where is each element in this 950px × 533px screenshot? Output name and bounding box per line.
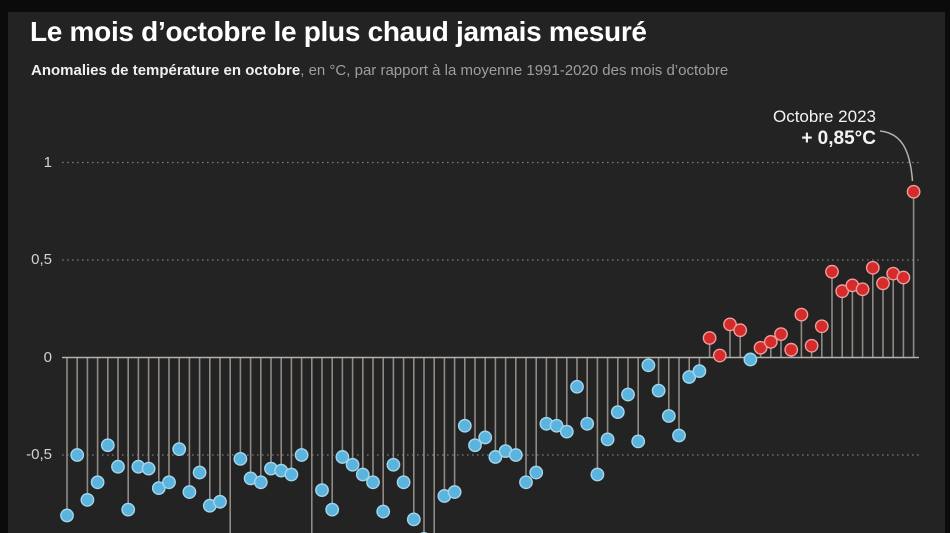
data-point-1991 bbox=[580, 416, 595, 431]
data-point-2001 bbox=[682, 370, 697, 384]
annotation-year-label: Octobre 2023 bbox=[772, 107, 876, 126]
y-tick-label-0: 0 bbox=[43, 348, 52, 366]
data-point-1995 bbox=[621, 387, 635, 402]
data-point-1945 bbox=[111, 459, 125, 474]
data-point-2012 bbox=[794, 307, 809, 322]
data-point-1986 bbox=[529, 465, 544, 480]
annotation-arrow bbox=[879, 130, 914, 182]
data-point-1966 bbox=[325, 502, 340, 517]
data-point-1982 bbox=[488, 450, 503, 464]
data-point-1944 bbox=[100, 438, 115, 453]
data-point-1972 bbox=[386, 457, 401, 472]
data-point-1981 bbox=[478, 430, 493, 445]
data-point-2022 bbox=[896, 270, 911, 285]
data-point-1970 bbox=[366, 475, 380, 490]
data-point-1988 bbox=[549, 418, 564, 433]
data-point-2019 bbox=[865, 260, 880, 275]
data-point-1951 bbox=[172, 442, 187, 457]
data-point-1993 bbox=[600, 432, 615, 447]
data-point-1989 bbox=[559, 424, 574, 439]
data-point-1963 bbox=[294, 448, 309, 462]
data-point-2015 bbox=[825, 264, 839, 279]
y-tick-label-0,5: 0,5 bbox=[31, 251, 52, 268]
data-point-1985 bbox=[519, 475, 533, 490]
data-point-1959 bbox=[253, 475, 268, 490]
data-point-1974 bbox=[406, 512, 421, 527]
data-point-2000 bbox=[672, 428, 686, 443]
data-point-2008 bbox=[753, 340, 768, 355]
data-point-1992 bbox=[590, 467, 605, 482]
y-tick-label-1: 1 bbox=[43, 153, 52, 171]
data-point-1946 bbox=[121, 502, 136, 517]
data-point-2014 bbox=[814, 319, 829, 334]
data-point-1955 bbox=[213, 494, 227, 509]
data-point-2005 bbox=[723, 317, 737, 332]
data-point-2004 bbox=[712, 348, 727, 363]
data-point-1969 bbox=[355, 467, 370, 482]
data-point-2003 bbox=[702, 331, 717, 345]
data-point-1994 bbox=[610, 405, 625, 419]
data-point-1997 bbox=[641, 358, 656, 373]
data-point-1996 bbox=[631, 434, 646, 449]
data-point-1998 bbox=[651, 383, 666, 398]
data-point-1971 bbox=[376, 504, 391, 519]
data-point-2010 bbox=[774, 327, 788, 341]
y-tick-label--0,5: -0,5 bbox=[26, 446, 52, 463]
chart-subtitle: Anomalies de température en octobre, en … bbox=[31, 62, 728, 79]
data-point-1957 bbox=[233, 451, 248, 466]
data-point-1962 bbox=[284, 467, 299, 482]
data-point-1940 bbox=[60, 508, 74, 523]
data-point-1965 bbox=[315, 483, 329, 497]
data-point-2011 bbox=[784, 342, 799, 357]
data-point-2016 bbox=[835, 284, 850, 299]
data-point-2007 bbox=[743, 352, 758, 367]
data-point-1943 bbox=[90, 475, 105, 490]
page-title: Le mois d’octobre le plus chaud jamais m… bbox=[30, 16, 647, 47]
data-point-2006 bbox=[733, 323, 748, 338]
data-point-1948 bbox=[141, 461, 156, 476]
data-point-2020 bbox=[876, 276, 890, 291]
data-point-1979 bbox=[457, 418, 472, 433]
data-point-2009 bbox=[763, 334, 778, 349]
chart-subtitle-bold: Anomalies de température en octobre bbox=[31, 62, 301, 79]
data-point-1952 bbox=[182, 485, 197, 499]
data-point-2023 bbox=[906, 184, 921, 199]
data-point-2002 bbox=[692, 364, 707, 379]
annotation-value-label: + 0,85°C bbox=[801, 128, 876, 150]
data-point-1967 bbox=[335, 450, 350, 464]
data-point-1999 bbox=[661, 409, 676, 423]
data-point-1942 bbox=[80, 492, 95, 507]
data-point-1980 bbox=[468, 438, 482, 453]
data-point-1941 bbox=[70, 448, 85, 462]
data-point-1950 bbox=[162, 475, 176, 490]
data-point-2018 bbox=[855, 282, 870, 297]
data-point-2013 bbox=[804, 338, 819, 353]
data-point-1973 bbox=[396, 475, 411, 490]
data-point-1949 bbox=[151, 481, 166, 496]
data-point-1984 bbox=[508, 448, 523, 462]
data-point-1953 bbox=[192, 465, 207, 480]
data-point-1990 bbox=[570, 379, 584, 394]
data-point-1968 bbox=[345, 457, 360, 472]
data-point-1978 bbox=[447, 485, 462, 499]
highlight-annotation: Octobre 2023 + 0,85°C bbox=[773, 106, 876, 151]
chart-subtitle-rest: , en °C, par rapport à la moyenne 1991-2… bbox=[300, 62, 729, 79]
